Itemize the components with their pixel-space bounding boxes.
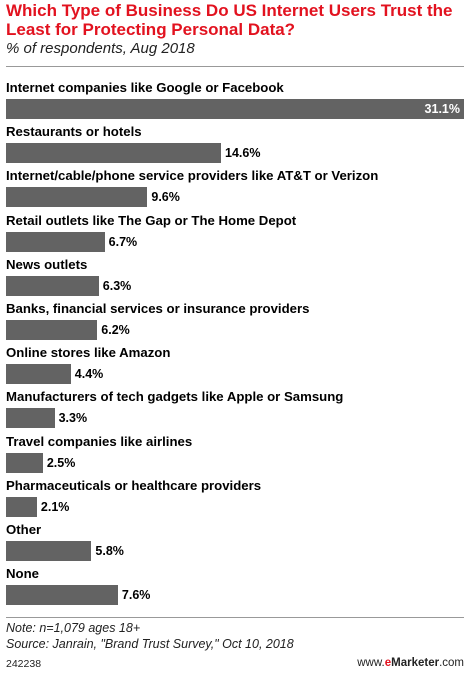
brand-e: e xyxy=(384,657,392,669)
value-label: 31.1% xyxy=(424,102,460,116)
value-label: 6.2% xyxy=(101,323,130,337)
bar xyxy=(6,408,55,429)
bar xyxy=(6,585,118,606)
bar xyxy=(6,541,92,561)
chart-note: Note: n=1,079 ages 18+ xyxy=(6,621,141,635)
value-label: 6.3% xyxy=(102,278,132,293)
value-label: 6.7% xyxy=(108,234,138,249)
value-label: 2.1% xyxy=(40,499,70,514)
chart-source: Source: Janrain, "Brand Trust Survey," O… xyxy=(6,637,294,651)
category-label: Other xyxy=(6,522,42,537)
value-label: 9.6% xyxy=(151,190,180,205)
category-label: News outlets xyxy=(6,256,88,272)
chart-title: Which Type of Business Do US Internet Us… xyxy=(6,1,453,39)
category-label: None xyxy=(6,566,39,582)
bar xyxy=(6,452,43,473)
bar xyxy=(6,496,37,517)
category-label: Online stores like Amazon xyxy=(6,345,171,361)
bottom-divider xyxy=(6,617,464,618)
bar xyxy=(6,364,71,385)
bar xyxy=(6,275,99,296)
chart-id: 242238 xyxy=(6,658,42,670)
value-label: 5.8% xyxy=(95,544,124,558)
bar xyxy=(6,143,221,164)
bar xyxy=(6,187,148,208)
brand-prefix: www. xyxy=(357,657,385,669)
category-label: Restaurants or hotels xyxy=(6,124,142,140)
brand-suffix: .com xyxy=(439,657,464,669)
value-label: 4.4% xyxy=(74,367,104,382)
category-label: Internet companies like Google or Facebo… xyxy=(6,80,284,95)
bar xyxy=(6,99,464,119)
top-divider xyxy=(6,66,464,67)
value-label: 2.5% xyxy=(46,455,76,470)
category-label: Pharmaceuticals or healthcare providers xyxy=(6,477,262,493)
bar xyxy=(6,231,105,252)
category-label: Banks, financial services or insurance p… xyxy=(6,301,310,316)
value-label: 14.6% xyxy=(225,146,261,161)
category-label: Retail outlets like The Gap or The Home … xyxy=(6,212,297,228)
bar xyxy=(6,320,98,340)
category-label: Travel companies like airlines xyxy=(6,433,193,449)
value-label: 7.6% xyxy=(121,588,151,603)
category-label: Internet/cable/phone service providers l… xyxy=(6,168,379,184)
category-label: Manufacturers of tech gadgets like Apple… xyxy=(6,389,344,405)
brand-name: Marketer xyxy=(391,657,440,669)
brand-logo[interactable]: www.eMarketer.com xyxy=(357,657,464,669)
value-label: 3.3% xyxy=(58,411,88,426)
chart-subtitle: % of respondents, Aug 2018 xyxy=(6,40,195,57)
